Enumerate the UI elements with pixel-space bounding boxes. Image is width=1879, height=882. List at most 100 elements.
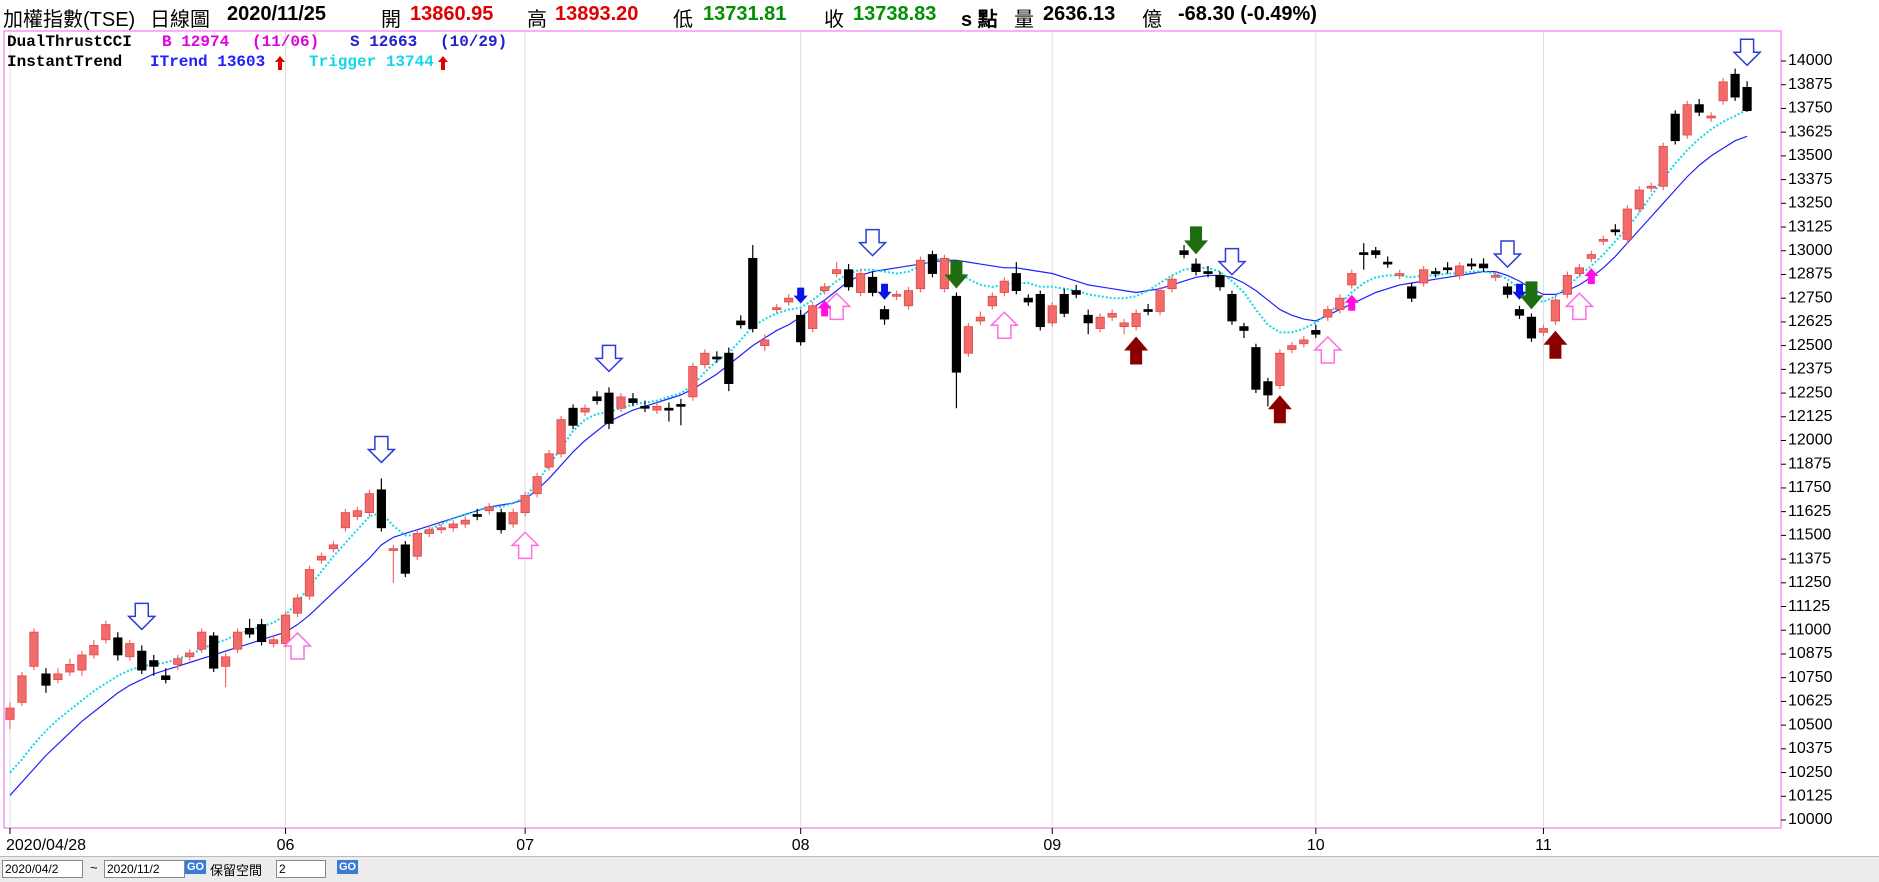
signal-arrow [1584, 268, 1599, 285]
candle-body [676, 404, 686, 407]
toolbar: 2020/04/2 ~ 2020/11/2 GO 保留空間 2 GO [0, 856, 1879, 882]
candle-body [1383, 261, 1393, 265]
x-tick-label: 07 [516, 837, 534, 854]
candle-body [1107, 312, 1117, 318]
candle-body [41, 673, 51, 686]
candle-body [328, 544, 339, 550]
candle-body [1191, 263, 1201, 273]
volume-label: 量 [1014, 9, 1034, 31]
candle-body [652, 405, 662, 411]
candle-body [1622, 208, 1632, 240]
go-button[interactable]: GO [185, 860, 207, 874]
study-name: DualThrustCCI [7, 33, 132, 51]
candle-body [867, 276, 878, 293]
end-date[interactable]: 2020/11/2 [104, 860, 185, 878]
signal-arrow [126, 602, 157, 631]
candle-body [616, 396, 626, 409]
x-tick-label: 09 [1043, 837, 1061, 854]
candle-body [664, 407, 674, 411]
signal-arrow [366, 435, 397, 464]
candle-body [820, 286, 830, 291]
candle-body [460, 519, 470, 525]
candle-body [879, 309, 890, 320]
candle-body [1514, 309, 1525, 316]
candle-body [161, 675, 171, 680]
candle-body [1071, 290, 1081, 295]
y-tick-label: 10375 [1788, 740, 1833, 757]
candle-body [101, 624, 111, 641]
candle-body [376, 489, 386, 529]
candle-body [496, 512, 506, 531]
reserve-label: 保留空間 [210, 863, 263, 878]
candle-body [532, 476, 542, 495]
signal-arrow [594, 344, 624, 373]
signal-arrow [1312, 335, 1343, 364]
y-tick-label: 11875 [1788, 455, 1831, 472]
candle-body [1742, 86, 1752, 111]
y-tick-label: 13875 [1788, 76, 1833, 93]
legend-entry: ITrend 13603 [150, 53, 266, 71]
candle-body [1011, 273, 1021, 291]
candle-body [1478, 263, 1489, 269]
candle-body [1059, 293, 1069, 314]
candle-body [1610, 229, 1620, 233]
signal-arrow [1732, 38, 1762, 67]
candle-body [113, 637, 123, 656]
go-button[interactable]: GO [337, 860, 359, 874]
reserve-input[interactable]: 2 [276, 860, 326, 878]
y-tick-label: 11375 [1788, 550, 1831, 567]
candle-body [951, 295, 962, 373]
candle-body [197, 631, 207, 650]
candle-body [304, 569, 315, 597]
candle-body [1239, 326, 1249, 331]
high-value: 13893.20 [555, 3, 639, 25]
chart: 10000 10125 10250 10375 10500 10625 10750 10875… [3, 30, 1833, 854]
candle-body [987, 295, 997, 307]
candle-body [903, 290, 914, 307]
candle-body [1263, 381, 1273, 396]
candle-body [137, 650, 147, 671]
plot-frame [3, 30, 1782, 829]
candle-body [808, 305, 818, 329]
y-tick-label: 11250 [1788, 574, 1831, 591]
candle-body [388, 548, 398, 551]
candle-body [340, 512, 351, 529]
candle-body [1299, 339, 1309, 345]
candle-body [484, 506, 494, 512]
volume-unit: 億 [1142, 9, 1162, 31]
candle-body [1167, 278, 1177, 290]
candle-body [17, 675, 27, 703]
candle-body [412, 533, 422, 557]
candle-body [580, 407, 590, 413]
candle-body [448, 523, 458, 529]
candle-body [149, 660, 159, 667]
candle-body [1359, 252, 1369, 255]
candle-body [891, 293, 902, 297]
y-tick-label: 10000 [1788, 811, 1833, 828]
candle-body [1598, 238, 1608, 242]
signal-arrow [1344, 294, 1359, 311]
candle-body [568, 407, 578, 426]
date: 2020/11/25 [227, 3, 326, 25]
candle-body [364, 493, 375, 514]
candle-body [472, 514, 482, 517]
y-tick-label: 12125 [1788, 408, 1833, 425]
close-label: 收 [824, 9, 844, 31]
candle-body [556, 419, 566, 455]
candle-body [1490, 275, 1501, 278]
candle-body [855, 273, 866, 293]
change: -68.30 (-0.49%) [1178, 3, 1317, 25]
candle-body [772, 307, 782, 310]
signal-arrow [944, 260, 969, 289]
signal-arrow [793, 287, 808, 304]
y-tick-label: 11750 [1788, 479, 1831, 496]
candle-body [508, 512, 518, 525]
sell-date: (10/29) [440, 33, 508, 51]
candle-body [1586, 254, 1596, 259]
candle-body [316, 555, 327, 561]
start-date[interactable]: 2020/04/2 [2, 860, 83, 878]
candle-body [1562, 275, 1572, 295]
y-tick-label: 10125 [1788, 788, 1833, 805]
candle-body [640, 405, 650, 409]
